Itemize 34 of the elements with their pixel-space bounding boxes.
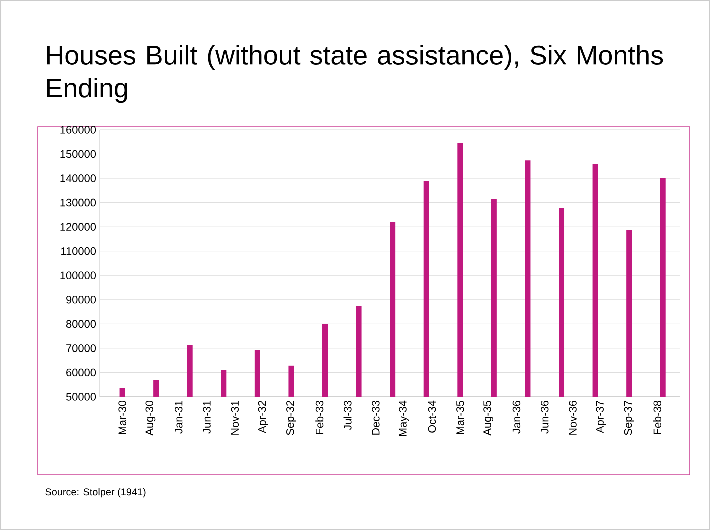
y-tick-label: 150000: [60, 150, 96, 158]
x-tick-label: Sep-32: [286, 401, 296, 436]
y-tick-label: 90000: [66, 296, 96, 304]
x-tick-label: Mar-35: [456, 400, 464, 434]
y-tick-label: 50000: [66, 393, 96, 401]
y-tick-label: 110000: [62, 247, 96, 256]
y-tick-label: 80000: [66, 320, 96, 328]
y-tick-label: 140000: [60, 174, 96, 182]
y-tick-label: 160000: [60, 126, 96, 134]
x-tick-label: Apr-32: [258, 401, 268, 434]
x-tick-label: Jan-31: [174, 401, 183, 434]
x-tick-label: Jun-36: [540, 400, 549, 434]
x-tick-label: Aug-35: [484, 400, 494, 436]
x-tick-label: Nov-36: [569, 400, 577, 435]
x-tick-label: May-34: [399, 400, 410, 436]
x-tick-label: Jun-31: [203, 401, 211, 434]
y-tick-label: 100000: [60, 272, 96, 280]
source-note: Source: Stolper (1941): [46, 488, 146, 498]
x-tick-label: Jan-36: [512, 400, 521, 434]
x-tick-label: Feb-38: [653, 400, 662, 434]
x-tick-label: Feb-33: [316, 400, 324, 434]
x-tick-label: Nov-31: [231, 401, 240, 435]
y-tick-label: 70000: [66, 344, 96, 352]
x-tick-label: Mar-30: [118, 400, 126, 434]
x-tick-label: Jul-33: [344, 400, 352, 430]
x-tick-label: Dec-33: [372, 400, 380, 435]
y-tick-label: 120000: [60, 223, 96, 231]
x-tick-label: Sep-37: [624, 401, 634, 436]
x-tick-label: Aug-30: [146, 400, 156, 436]
x-tick-label: Oct-34: [428, 400, 436, 433]
x-tick-label: Apr-37: [596, 401, 606, 434]
y-tick-label: 60000: [66, 368, 96, 377]
y-tick-label: 130000: [60, 198, 96, 207]
chart-title: Houses Built (without state assistance), Six Months Ending: [47, 45, 664, 104]
